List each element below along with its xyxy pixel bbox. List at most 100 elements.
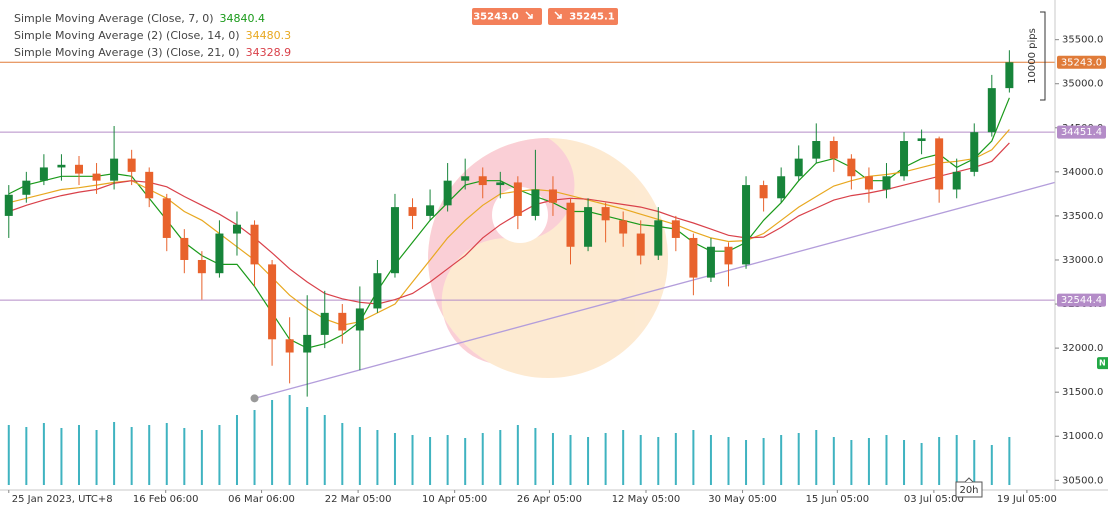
x-tick-label: 12 May 05:00 [612,494,681,505]
x-tick-label: 16 Feb 06:00 [133,494,199,505]
volume-bar [551,433,554,485]
volume-bar [674,433,677,485]
y-tick-label: 35000.0 [1062,79,1103,90]
volume-bar [516,425,519,485]
candle-body [496,182,505,186]
y-tick-label: 33000.0 [1062,255,1103,266]
volume-bar [481,433,484,485]
volume-bar [797,433,800,485]
measure-bracket [1040,11,1046,101]
volume-bar [762,438,765,485]
candle-body [390,207,399,274]
volume-bar [77,425,80,485]
candle-body [584,207,593,247]
candle-body [917,138,926,142]
volume-bar [200,430,203,485]
y-tick-label: 33500.0 [1062,211,1103,222]
volume-bar [657,437,660,485]
candle-body [654,220,663,256]
candle-body [197,259,206,274]
x-tick-label: 03 Jul 05:00 [904,494,964,505]
candle-body [162,198,171,238]
candle-body [320,312,329,335]
volume-bar [587,437,590,485]
candle-body [882,176,891,190]
x-tick-label: 25 Jan 2023, UTC+8 [12,494,113,505]
volume-bar [7,425,10,485]
volume-bar [358,427,361,485]
candle-body [92,173,101,181]
candle-body [566,202,575,247]
candle-body [794,158,803,177]
volume-bar [1008,437,1011,485]
volume-bar [499,430,502,485]
volume-bar [955,435,958,485]
y-tick-label: 34000.0 [1062,167,1103,178]
candle-body [829,141,838,159]
candle-body [426,205,435,216]
legend-name: Simple Moving Average (Close, 7, 0) [14,12,214,25]
volume-bar [920,443,923,485]
legend-value: 34480.3 [246,29,292,42]
volume-bar [271,400,274,485]
buy-button[interactable] [548,8,618,25]
candle-body [355,308,364,331]
volume-bar [42,423,45,485]
volume-bar [885,435,888,485]
level-tag-label: 34451.4 [1061,127,1102,138]
sell-icon [525,11,533,19]
candle-body [443,180,452,206]
level-tag-label: 35243.0 [1061,57,1102,68]
candle-body [268,264,277,340]
ma-line [8,142,1010,305]
measure-label: 10000 pips [1027,28,1038,84]
volume-bar [306,407,309,485]
candle-body [4,194,13,216]
side-tag [1097,357,1108,370]
cursor-notch [964,477,974,483]
side-tag-label: N [1099,359,1106,368]
volume-bar [183,428,186,485]
volume-bar [639,435,642,485]
candle-body [548,189,557,203]
ma-line [8,97,1010,349]
x-tick-label: 19 Jul 05:00 [997,494,1057,505]
sell-button[interactable] [472,8,542,25]
volume-bar [429,437,432,485]
volume-bar [973,440,976,485]
volume-bar [95,430,98,485]
candle-body [864,176,873,190]
volume-bar [464,438,467,485]
volume-bar [165,423,168,485]
volume-bar [25,427,28,485]
volume-bar [727,437,730,485]
candle-body [145,171,154,199]
y-tick-label: 35500.0 [1062,35,1103,46]
volume-bar [604,433,607,485]
candle-body [461,176,470,181]
ma-line [8,129,1010,326]
candle-body [478,176,487,186]
level-tag [1057,293,1106,307]
volume-bar [622,430,625,485]
level-tag [1057,55,1106,69]
volume-bar [148,425,151,485]
volume-bar [745,440,748,485]
volume-bar [253,410,256,485]
candle-body [970,132,979,172]
level-tag [1057,125,1106,139]
legend-name: Simple Moving Average (2) (Close, 14, 0) [14,29,240,42]
x-tick-label: 30 May 05:00 [708,494,777,505]
candle-body [250,224,259,265]
candle-body [74,164,83,174]
volume-bar [130,427,133,485]
candle-body [408,207,417,216]
candle-body [636,233,645,256]
plot [0,50,1056,485]
volume-bar [60,428,63,485]
y-tick-label: 32000.0 [1062,343,1103,354]
legend-name: Simple Moving Average (3) (Close, 21, 0) [14,46,240,59]
cursor-label: 20h [959,485,978,496]
candle-body [232,224,241,234]
candle-body [935,138,944,190]
